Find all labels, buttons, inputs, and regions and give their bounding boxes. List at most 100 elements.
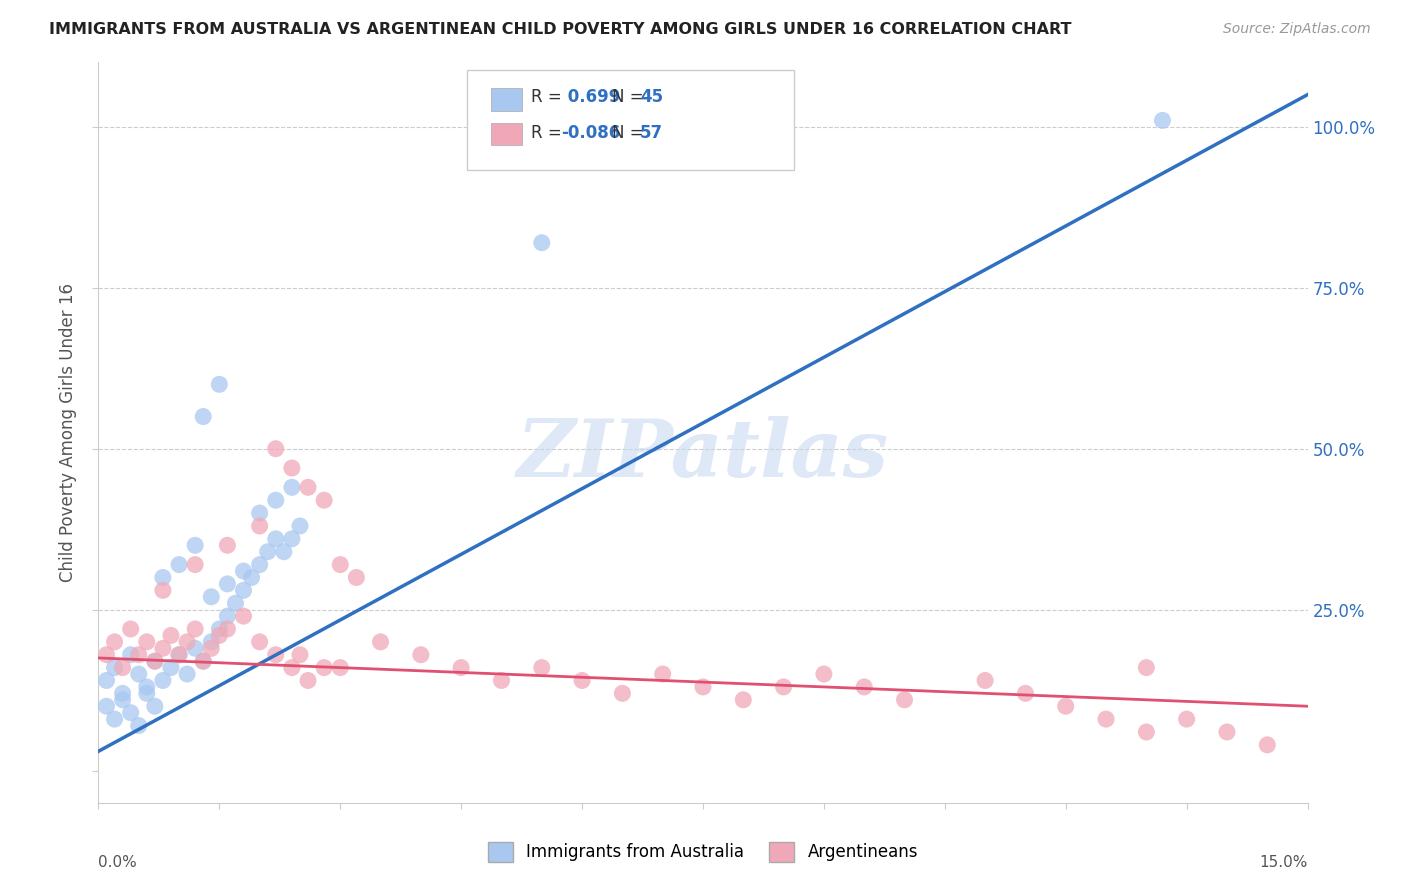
Point <box>1216 725 1239 739</box>
Point <box>281 532 304 546</box>
Point <box>152 641 174 656</box>
Text: 0.699: 0.699 <box>561 88 620 106</box>
Point <box>281 660 304 674</box>
Point <box>217 577 239 591</box>
Point <box>193 654 215 668</box>
Text: R =: R = <box>531 124 567 142</box>
Point <box>167 648 190 662</box>
Point <box>1152 113 1174 128</box>
Point <box>103 635 125 649</box>
Text: 0.0%: 0.0% <box>98 855 138 870</box>
Point <box>96 673 118 688</box>
Point <box>96 648 118 662</box>
Point <box>135 686 157 700</box>
Point <box>103 660 125 674</box>
Point <box>249 635 271 649</box>
FancyBboxPatch shape <box>492 123 522 145</box>
Point <box>232 609 254 624</box>
Point <box>450 660 472 674</box>
Point <box>530 235 553 250</box>
Point <box>974 673 997 688</box>
Point <box>256 545 278 559</box>
Point <box>651 667 673 681</box>
Point <box>1014 686 1036 700</box>
Point <box>184 538 207 552</box>
Point <box>281 461 304 475</box>
Point <box>120 648 142 662</box>
Point <box>297 673 319 688</box>
Point <box>491 673 513 688</box>
Point <box>217 622 239 636</box>
Point <box>344 570 367 584</box>
Text: 57: 57 <box>640 124 664 142</box>
Point <box>571 673 593 688</box>
Point <box>193 409 215 424</box>
Point <box>1135 725 1157 739</box>
Point <box>143 654 166 668</box>
Text: ZIPatlas: ZIPatlas <box>517 416 889 493</box>
Text: R =: R = <box>531 88 567 106</box>
Point <box>409 648 432 662</box>
Text: 15.0%: 15.0% <box>1260 855 1308 870</box>
Point <box>232 564 254 578</box>
Point <box>264 532 287 546</box>
Point <box>200 635 222 649</box>
Legend: Immigrants from Australia, Argentineans: Immigrants from Australia, Argentineans <box>481 835 925 869</box>
Point <box>853 680 876 694</box>
Y-axis label: Child Poverty Among Girls Under 16: Child Poverty Among Girls Under 16 <box>59 283 77 582</box>
Point <box>120 622 142 636</box>
Point <box>1256 738 1278 752</box>
Point <box>143 699 166 714</box>
Point <box>530 660 553 674</box>
Point <box>1095 712 1118 726</box>
Point <box>184 641 207 656</box>
Point <box>208 628 231 642</box>
Point <box>240 570 263 584</box>
Point <box>111 686 134 700</box>
FancyBboxPatch shape <box>492 88 522 111</box>
Point <box>152 673 174 688</box>
Text: -0.086: -0.086 <box>561 124 621 142</box>
Point <box>264 648 287 662</box>
Point <box>249 506 271 520</box>
Text: N =: N = <box>613 124 650 142</box>
FancyBboxPatch shape <box>467 70 793 169</box>
Point <box>208 377 231 392</box>
Point <box>200 590 222 604</box>
Point <box>1054 699 1077 714</box>
Point <box>167 648 190 662</box>
Text: N =: N = <box>613 88 650 106</box>
Point <box>96 699 118 714</box>
Point <box>217 609 239 624</box>
Point <box>288 519 311 533</box>
Point <box>733 693 755 707</box>
Point <box>160 628 183 642</box>
Point <box>232 583 254 598</box>
Point <box>264 442 287 456</box>
Point <box>813 667 835 681</box>
Point <box>224 596 246 610</box>
Point <box>264 493 287 508</box>
Point <box>249 519 271 533</box>
Text: IMMIGRANTS FROM AUSTRALIA VS ARGENTINEAN CHILD POVERTY AMONG GIRLS UNDER 16 CORR: IMMIGRANTS FROM AUSTRALIA VS ARGENTINEAN… <box>49 22 1071 37</box>
Point <box>184 558 207 572</box>
Point <box>1135 660 1157 674</box>
Point <box>314 493 336 508</box>
Point <box>273 545 295 559</box>
Point <box>128 718 150 732</box>
Point <box>103 712 125 726</box>
Point <box>135 635 157 649</box>
Point <box>152 583 174 598</box>
Point <box>370 635 392 649</box>
Point <box>1175 712 1198 726</box>
Point <box>200 641 222 656</box>
Point <box>329 660 352 674</box>
Point <box>217 538 239 552</box>
Point <box>152 570 174 584</box>
Point <box>208 622 231 636</box>
Point <box>160 660 183 674</box>
Point <box>135 680 157 694</box>
Point <box>288 648 311 662</box>
Point <box>111 693 134 707</box>
Point <box>612 686 634 700</box>
